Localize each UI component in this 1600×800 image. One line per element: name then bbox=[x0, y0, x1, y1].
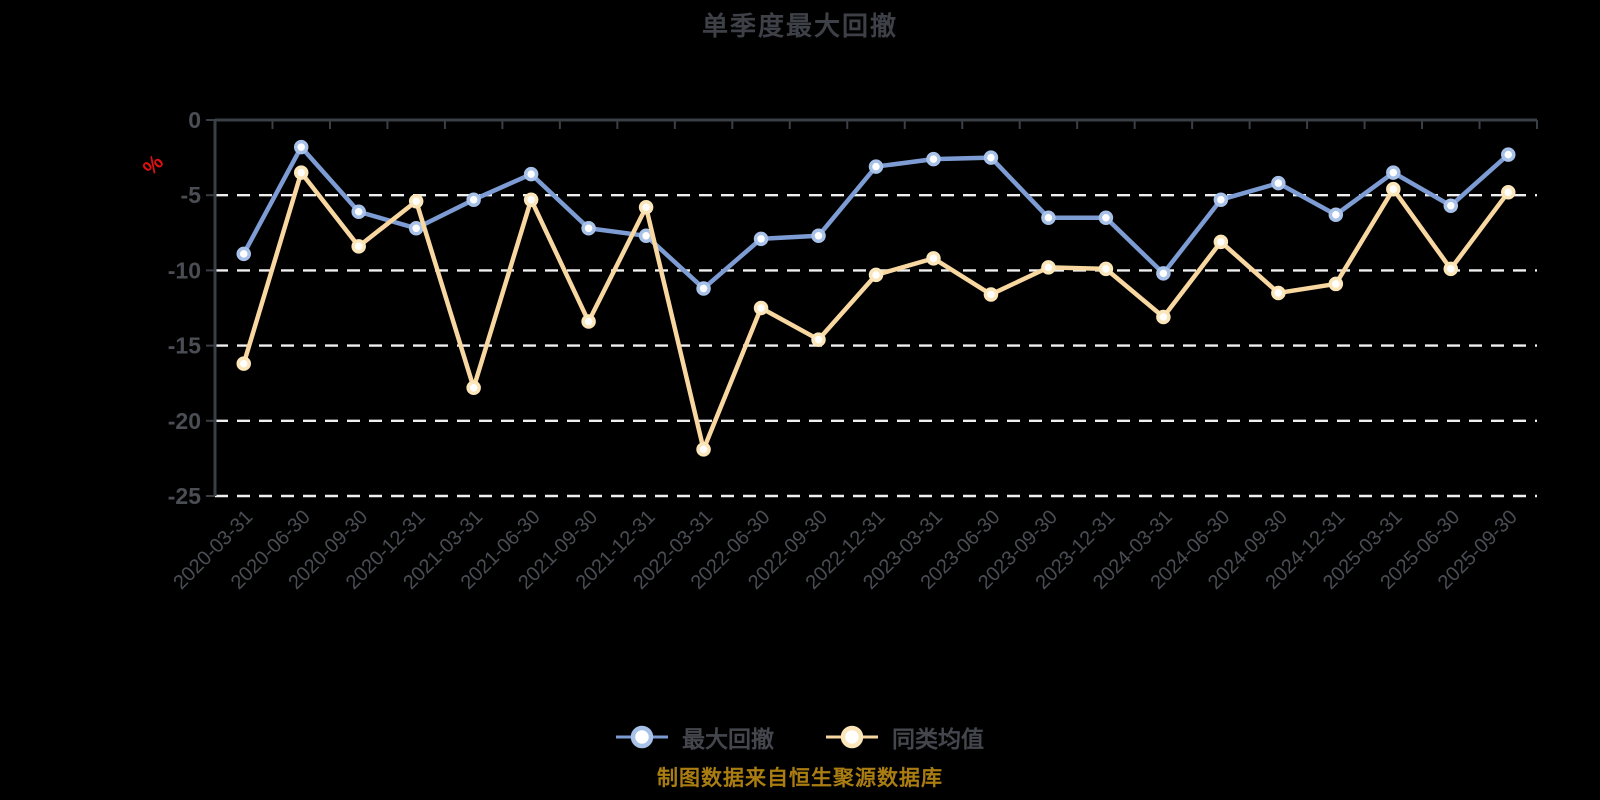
data-point-最大回撤-2024-06-30 bbox=[1213, 192, 1229, 207]
data-point-最大回撤-2024-12-31 bbox=[1328, 207, 1344, 223]
data-point-同类均值-2023-06-30 bbox=[983, 287, 999, 302]
data-point-同类均值-2023-12-31 bbox=[1098, 261, 1114, 277]
legend: 最大回撤 同类均值 bbox=[0, 712, 1600, 762]
data-point-最大回撤-2020-12-31 bbox=[408, 221, 424, 236]
legend-marker-category-average bbox=[826, 725, 878, 749]
data-point-同类均值-2023-09-30 bbox=[1041, 260, 1056, 275]
data-source-note: 制图数据来自恒生聚源数据库 bbox=[657, 767, 943, 790]
y-axis-unit-label: % bbox=[139, 150, 169, 180]
data-point-最大回撤-2024-03-31 bbox=[1156, 266, 1171, 281]
data-point-最大回撤-2023-06-30 bbox=[983, 150, 999, 165]
data-point-最大回撤-2023-03-31 bbox=[926, 151, 941, 167]
data-point-同类均值-2021-12-31 bbox=[638, 199, 654, 215]
y-tick-label--25: -25 bbox=[168, 483, 201, 509]
data-point-最大回撤-2020-03-31 bbox=[236, 246, 251, 262]
data-point-同类均值-2021-09-30 bbox=[581, 314, 596, 329]
data-point-最大回撤-2021-03-31 bbox=[466, 192, 481, 207]
line-chart-canvas: 0-5-10-15-20-25%2020-03-312020-06-302020… bbox=[139, 107, 1538, 594]
data-point-同类均值-2024-09-30 bbox=[1271, 285, 1286, 301]
legend-label-category-average: 同类均值 bbox=[892, 726, 984, 752]
chart-title: 单季度最大回撤 bbox=[701, 11, 898, 41]
y-tick-label--10: -10 bbox=[168, 257, 201, 283]
data-point-同类均值-2021-06-30 bbox=[523, 192, 539, 207]
data-point-同类均值-2025-06-30 bbox=[1443, 261, 1459, 277]
data-point-最大回撤-2022-12-31 bbox=[868, 159, 884, 174]
data-point-同类均值-2022-09-30 bbox=[811, 332, 826, 347]
data-point-同类均值-2020-12-31 bbox=[408, 193, 424, 209]
data-point-同类均值-2022-03-31 bbox=[696, 442, 711, 457]
data-point-同类均值-2024-06-30 bbox=[1213, 234, 1229, 250]
y-tick-label--15: -15 bbox=[168, 333, 201, 359]
data-point-同类均值-2025-03-31 bbox=[1386, 181, 1401, 197]
series-line-1-同类均值 bbox=[241, 170, 1511, 452]
y-tick-label--20: -20 bbox=[168, 408, 201, 434]
legend-item-max-drawdown[interactable]: 最大回撤 bbox=[616, 720, 774, 754]
data-point-同类均值-2024-03-31 bbox=[1156, 309, 1171, 325]
data-point-最大回撤-2025-09-30 bbox=[1501, 147, 1516, 162]
legend-item-category-average[interactable]: 同类均值 bbox=[826, 720, 984, 754]
data-point-同类均值-2022-12-31 bbox=[868, 267, 884, 283]
data-point-最大回撤-2020-06-30 bbox=[293, 139, 309, 155]
data-point-最大回撤-2025-06-30 bbox=[1443, 198, 1459, 213]
data-point-同类均值-2020-06-30 bbox=[293, 165, 309, 180]
data-point-最大回撤-2022-06-30 bbox=[753, 231, 769, 247]
data-point-最大回撤-2021-09-30 bbox=[581, 221, 596, 236]
data-point-最大回撤-2023-09-30 bbox=[1041, 210, 1056, 226]
data-point-最大回撤-2024-09-30 bbox=[1271, 175, 1286, 191]
data-point-最大回撤-2021-06-30 bbox=[523, 166, 539, 182]
data-point-同类均值-2020-03-31 bbox=[236, 356, 251, 371]
data-point-最大回撤-2023-12-31 bbox=[1098, 210, 1114, 226]
data-point-同类均值-2025-09-30 bbox=[1501, 184, 1516, 200]
data-point-最大回撤-2025-03-31 bbox=[1386, 165, 1401, 180]
data-point-同类均值-2020-09-30 bbox=[351, 239, 366, 254]
data-point-最大回撤-2020-09-30 bbox=[351, 204, 366, 219]
data-point-同类均值-2023-03-31 bbox=[926, 251, 941, 266]
y-tick-label--5: -5 bbox=[181, 182, 202, 208]
y-tick-label-0: 0 bbox=[188, 107, 201, 133]
data-point-同类均值-2022-06-30 bbox=[753, 300, 769, 316]
legend-label-max-drawdown: 最大回撤 bbox=[682, 726, 774, 752]
data-point-同类均值-2024-12-31 bbox=[1328, 276, 1344, 292]
data-point-同类均值-2021-03-31 bbox=[466, 380, 481, 395]
data-point-最大回撤-2022-03-31 bbox=[696, 281, 711, 296]
legend-marker-max-drawdown bbox=[616, 725, 668, 749]
data-point-最大回撤-2022-09-30 bbox=[811, 228, 826, 244]
